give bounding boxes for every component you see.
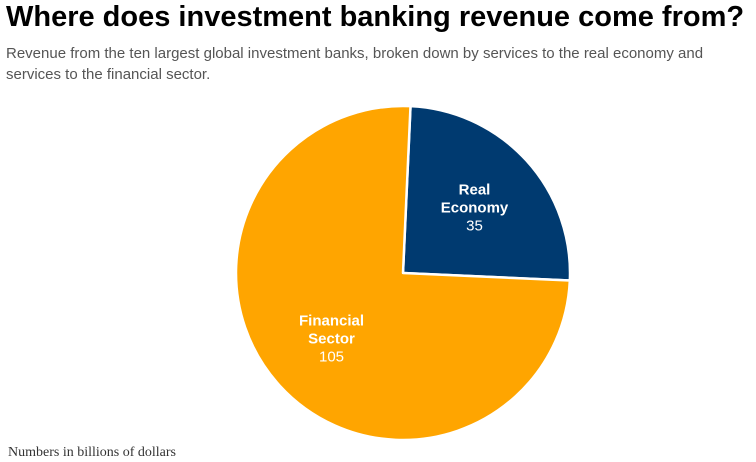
pie-slice <box>401 104 572 282</box>
slice-label: Real <box>459 182 491 199</box>
slice-label: Economy <box>441 200 509 217</box>
chart-subtitle: Revenue from the ten largest global inve… <box>6 45 704 83</box>
slice-value: 105 <box>319 348 344 365</box>
slice-value: 35 <box>466 218 483 235</box>
chart-note: Numbers in billions of dollars <box>8 445 176 460</box>
pie-slice <box>234 104 572 442</box>
chart-title: Where does investment banking revenue co… <box>6 1 745 33</box>
slice-label: Sector <box>308 330 355 347</box>
slice-label: Financial <box>299 312 364 329</box>
